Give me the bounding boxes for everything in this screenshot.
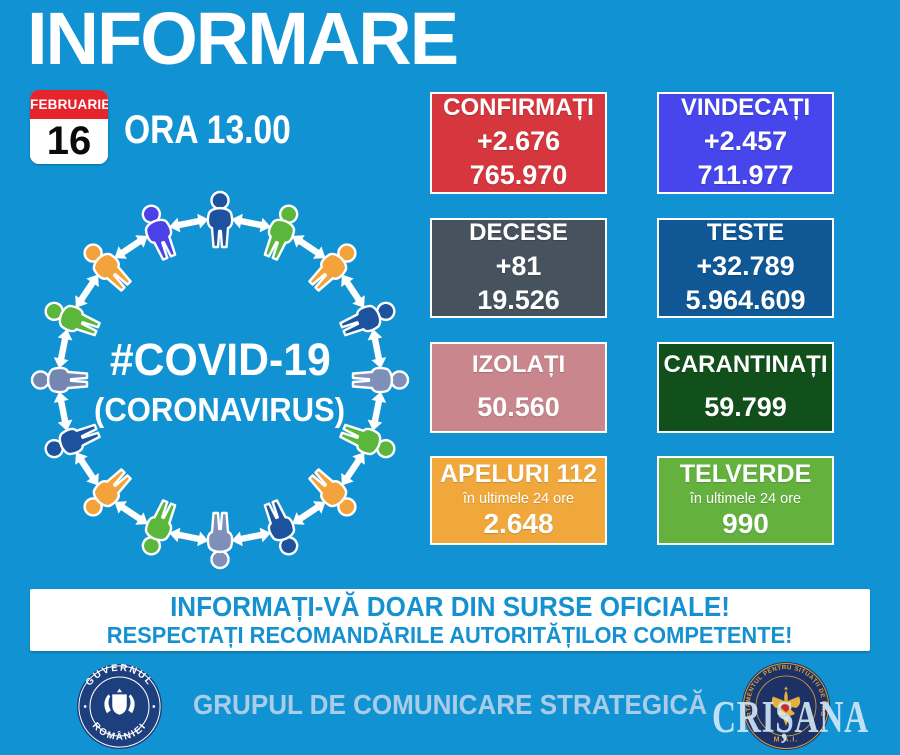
people-circle-icon [30,190,410,570]
person-icon [308,243,357,292]
gov-crest-icon [104,688,135,715]
person-icon [339,301,396,337]
double-arrow-icon [367,391,387,431]
card-subtitle: în ultimele 24 ore [462,490,575,507]
person-icon [206,190,234,249]
covid-circle-diagram: #COVID-19 (CORONAVIRUS) [30,190,410,570]
dsu-seal-icon: DEPARTAMENTUL PENTRU SITUAȚII DE URGENȚĂ… [741,661,830,750]
card-delta: +81 [495,250,542,281]
person-icon [263,499,299,556]
person-icon [83,243,132,292]
card-title: VINDECAȚI [680,94,811,122]
card-total: 990 [722,508,769,540]
crisana-watermark: CRIȘANA [712,692,869,742]
card-total: 5.964.609 [685,285,806,316]
stat-card-carantinati: CARANTINAȚI 59.799 [657,342,834,433]
strategic-communication-group-label: GRUPUL DE COMUNICARE STRATEGICĂ [192,689,708,720]
dsu-mai-text: M.A.I. [774,737,799,744]
person-icon [83,468,132,517]
card-title: DECESE [469,219,568,247]
calendar-icon: FEBRUARIE 16 [30,90,108,164]
person-icon [141,204,177,261]
double-arrow-icon [292,235,326,259]
guvernul-romaniei-seal-icon: GUVERNUL ROMÂNIEI [76,663,163,750]
double-arrow-icon [169,213,209,233]
card-title: CONFIRMAȚI [443,94,594,122]
stat-card-telverde: TELVERDE în ultimele 24 ore 990 [657,456,834,545]
card-total: 59.799 [704,391,787,422]
person-icon [308,468,357,517]
stat-card-confirmati: CONFIRMAȚI +2.676 765.970 [430,92,607,194]
stat-card-vindecati: VINDECAȚI +2.457 711.977 [657,92,834,194]
person-icon [30,366,89,394]
card-title: TESTE [706,219,785,247]
calendar-month: FEBRUARIE [30,90,108,119]
card-delta: +32.789 [696,250,795,281]
card-total: 765.970 [469,160,568,191]
double-arrow-icon [341,452,365,486]
double-arrow-icon [169,527,209,547]
double-arrow-icon [75,274,99,308]
card-total: 50.560 [477,391,560,422]
stat-card-apeluri-112: APELURI 112 în ultimele 24 ore 2.648 [430,456,607,545]
double-arrow-icon [231,213,271,233]
stat-card-decese: DECESE +81 19.526 [430,218,607,318]
card-title: APELURI 112 [439,460,597,489]
person-icon [206,511,234,570]
card-total: 711.977 [697,160,794,191]
banner-line2: RESPECTAȚI RECOMANDĂRILE AUTORITĂȚILOR C… [107,621,793,648]
calendar-day: 16 [46,119,92,163]
double-arrow-icon [367,329,387,369]
double-arrow-icon [231,527,271,547]
card-delta: +2.457 [703,125,788,156]
person-icon [263,204,299,261]
card-subtitle: în ultimele 24 ore [689,490,802,507]
double-arrow-icon [75,452,99,486]
person-icon [44,423,101,459]
double-arrow-icon [114,235,148,259]
double-arrow-icon [114,501,148,525]
card-total: 19.526 [477,285,560,316]
official-sources-banner: INFORMAȚI-VĂ DOAR DIN SURSE OFICIALE! RE… [30,589,870,651]
card-total: 2.648 [483,508,554,540]
person-icon [339,423,396,459]
card-title: TELVERDE [679,460,812,489]
card-title: CARANTINAȚI [663,351,828,379]
stat-card-izolati: IZOLAȚI 50.560 [430,342,607,433]
double-arrow-icon [53,391,73,431]
person-icon [44,301,101,337]
double-arrow-icon [341,274,365,308]
double-arrow-icon [292,501,326,525]
card-delta: +2.676 [476,125,561,156]
stat-card-teste: TESTE +32.789 5.964.609 [657,218,834,318]
double-arrow-icon [53,329,73,369]
card-title: IZOLAȚI [471,351,566,379]
person-icon [141,499,177,556]
page-title: INFORMARE [27,0,459,80]
time-label: ORA 13.00 [124,108,291,152]
banner-line1: INFORMAȚI-VĂ DOAR DIN SURSE OFICIALE! [170,590,730,622]
person-icon [351,366,410,394]
